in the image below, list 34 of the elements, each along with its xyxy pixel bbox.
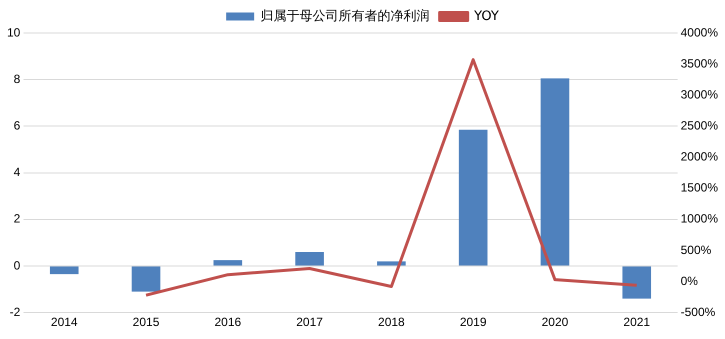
- legend-label: 归属于母公司所有者的净利润: [260, 8, 430, 24]
- y-tick-label: 2: [14, 212, 21, 226]
- x-tick-label: 2017: [296, 315, 324, 330]
- y-tick-label: 4: [14, 165, 21, 180]
- x-tick-label: 2018: [378, 315, 406, 330]
- x-tick-label: 2014: [50, 315, 78, 330]
- bar: [622, 266, 652, 299]
- y-tick-label: 0: [14, 258, 21, 272]
- y2-tick-label: 2000%: [680, 150, 718, 164]
- x-tick-label: 2016: [214, 315, 242, 330]
- bar: [540, 78, 570, 266]
- bar: [132, 266, 160, 292]
- x-tick-label: 2015: [132, 315, 160, 330]
- bar: [458, 130, 488, 266]
- y-tick-label: 8: [14, 72, 21, 86]
- y-tick-label: -2: [10, 304, 21, 319]
- y2-tick-label: 0%: [680, 274, 698, 288]
- y2-tick-label: 1500%: [680, 180, 718, 195]
- y2-tick-label: 3000%: [680, 87, 718, 102]
- bar: [295, 252, 324, 266]
- y-tick-label: 6: [14, 118, 21, 133]
- x-tick-label: 2021: [623, 315, 650, 330]
- y2-tick-label: 3500%: [680, 56, 718, 70]
- legend-label: YOY: [473, 8, 499, 24]
- y2-tick-label: 2500%: [680, 118, 718, 133]
- x-tick-label: 2019: [460, 315, 487, 330]
- y2-tick-label: 1000%: [680, 212, 718, 226]
- y2-tick-label: 4000%: [680, 25, 718, 40]
- y2-tick-label: -500%: [680, 304, 716, 319]
- bar: [50, 266, 79, 274]
- bar: [214, 260, 242, 266]
- y2-tick-label: 500%: [680, 242, 712, 257]
- y-tick-label: 10: [6, 25, 21, 40]
- x-tick-label: 2020: [542, 315, 569, 330]
